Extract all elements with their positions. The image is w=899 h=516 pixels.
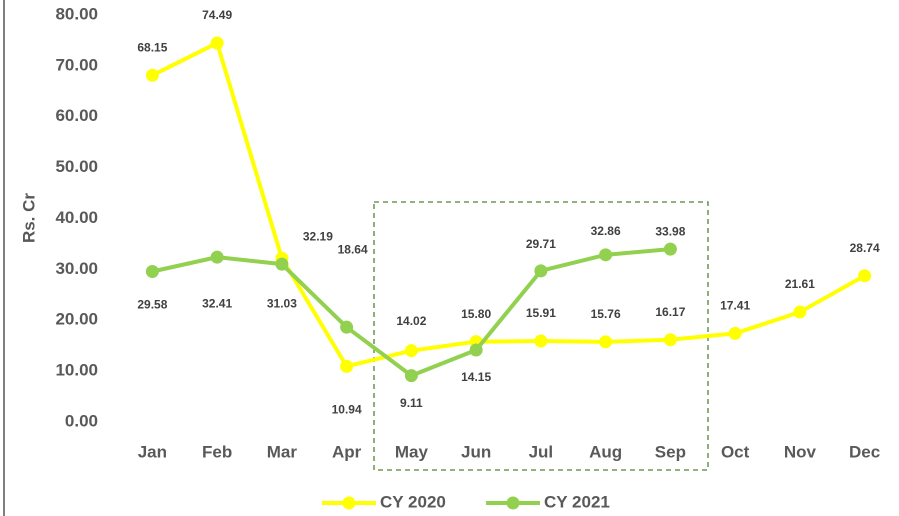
marker (145, 265, 159, 279)
legend-marker (342, 496, 356, 510)
data-label: 21.61 (785, 277, 815, 291)
x-tick-label: Apr (332, 442, 362, 461)
x-tick-label: Dec (849, 442, 880, 461)
data-label: 31.03 (267, 296, 297, 310)
marker (599, 248, 613, 262)
marker (599, 335, 613, 349)
y-tick-label: 50.00 (55, 157, 98, 176)
marker (534, 264, 548, 278)
data-label: 32.86 (591, 224, 621, 238)
x-tick-label: Oct (721, 442, 750, 461)
marker (728, 326, 742, 340)
data-label: 17.41 (720, 299, 750, 313)
legend-label: CY 2020 (380, 492, 446, 511)
data-label: 14.02 (396, 314, 426, 328)
data-label: 15.76 (591, 307, 621, 321)
series-line (151, 41, 866, 369)
marker (404, 369, 418, 383)
x-tick-label: Jan (138, 442, 167, 461)
data-label: 74.49 (202, 8, 232, 22)
marker (404, 344, 418, 358)
data-label: 15.80 (461, 307, 491, 321)
marker (469, 343, 483, 357)
data-label: 68.15 (137, 40, 167, 54)
marker (663, 242, 677, 256)
data-label: 10.94 (332, 403, 362, 417)
y-tick-label: 20.00 (55, 310, 98, 329)
x-tick-label: May (395, 442, 429, 461)
legend-label: CY 2021 (544, 492, 610, 511)
marker (210, 36, 224, 50)
marker (210, 250, 224, 264)
marker (534, 334, 548, 348)
y-tick-label: 60.00 (55, 106, 98, 125)
marker (340, 359, 354, 373)
x-tick-label: Jul (529, 442, 554, 461)
data-label: 14.15 (461, 370, 491, 384)
x-tick-label: Jun (461, 442, 491, 461)
data-label: 33.98 (655, 224, 685, 238)
x-tick-label: Sep (655, 442, 686, 461)
marker (340, 320, 354, 334)
y-tick-label: 0.00 (65, 411, 98, 430)
data-label: 18.64 (338, 242, 368, 256)
data-label: 28.74 (850, 241, 880, 255)
data-label: 29.71 (526, 237, 556, 251)
data-label: 16.17 (655, 305, 685, 319)
data-label: 9.11 (400, 396, 423, 410)
data-label: 29.58 (137, 298, 167, 312)
data-label: 32.41 (202, 296, 232, 310)
y-axis-title: Rs. Cr (19, 193, 38, 243)
y-tick-label: 30.00 (55, 259, 98, 278)
x-tick-label: Nov (784, 442, 817, 461)
marker (663, 333, 677, 347)
data-label: 32.19 (303, 229, 333, 243)
marker (145, 68, 159, 82)
x-tick-label: Aug (589, 442, 622, 461)
y-tick-label: 40.00 (55, 208, 98, 227)
data-label: 15.91 (526, 306, 556, 320)
legend-marker (506, 496, 520, 510)
marker (275, 257, 289, 271)
x-tick-label: Feb (202, 442, 232, 461)
x-tick-label: Mar (267, 442, 298, 461)
y-tick-label: 10.00 (55, 361, 98, 380)
y-tick-label: 70.00 (55, 55, 98, 74)
y-tick-label: 80.00 (55, 4, 98, 23)
marker (793, 305, 807, 319)
marker (858, 269, 872, 283)
